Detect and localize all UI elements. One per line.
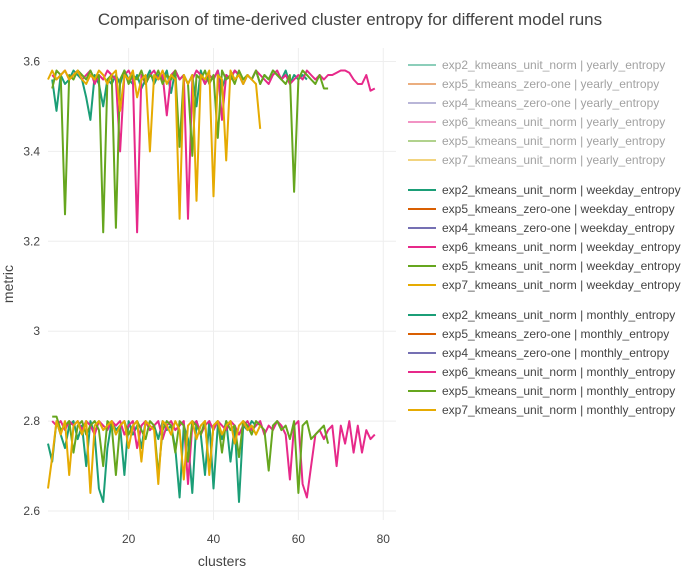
legend[interactable]: exp2_kmeans_unit_norm | yearly_entropyex… [408,58,681,417]
y-tick-label: 3.4 [23,144,40,158]
grid-layer [48,48,396,520]
legend-label: exp5_kmeans_zero-one | yearly_entropy [442,77,659,91]
legend-item[interactable]: exp5_kmeans_zero-one | weekday_entropy [408,202,675,216]
legend-label: exp5_kmeans_unit_norm | yearly_entropy [442,134,665,148]
legend-item[interactable]: exp2_kmeans_unit_norm | yearly_entropy [408,58,665,72]
legend-label: exp2_kmeans_unit_norm | yearly_entropy [442,58,665,72]
legend-item[interactable]: exp6_kmeans_unit_norm | monthly_entropy [408,365,675,379]
legend-label: exp5_kmeans_zero-one | monthly_entropy [442,327,669,341]
y-tick-label: 2.6 [23,504,40,518]
legend-item[interactable]: exp5_kmeans_unit_norm | monthly_entropy [408,384,675,398]
legend-item[interactable]: exp7_kmeans_unit_norm | yearly_entropy [408,153,665,167]
y-tick-label: 3 [33,324,40,338]
legend-label: exp7_kmeans_unit_norm | monthly_entropy [442,403,675,417]
series-line[interactable] [47,69,262,220]
x-tick-label: 60 [292,532,306,546]
legend-label: exp4_kmeans_zero-one | yearly_entropy [442,96,659,110]
legend-label: exp7_kmeans_unit_norm | yearly_entropy [442,153,665,167]
legend-item[interactable]: exp6_kmeans_unit_norm | weekday_entropy [408,240,681,254]
series-line[interactable] [51,69,329,234]
legend-item[interactable]: exp4_kmeans_zero-one | yearly_entropy [408,96,659,110]
legend-item[interactable]: exp5_kmeans_zero-one | monthly_entropy [408,327,669,341]
legend-item[interactable]: exp4_kmeans_zero-one | monthly_entropy [408,346,669,360]
x-tick-label: 40 [207,532,221,546]
legend-item[interactable]: exp7_kmeans_unit_norm | weekday_entropy [408,278,681,292]
x-tick-label: 20 [122,532,136,546]
legend-label: exp6_kmeans_unit_norm | monthly_entropy [442,365,675,379]
legend-label: exp5_kmeans_unit_norm | weekday_entropy [442,259,681,273]
chart-title: Comparison of time-derived cluster entro… [98,10,602,29]
legend-label: exp5_kmeans_unit_norm | monthly_entropy [442,384,675,398]
legend-item[interactable]: exp4_kmeans_zero-one | weekday_entropy [408,221,675,235]
axis-layer: 2.6 2.8 3 3.2 3.4 3.6 20 40 60 80 [23,54,390,546]
y-tick-label: 3.2 [23,234,40,248]
y-axis-title: metric [0,265,16,303]
series-layer [47,69,376,503]
legend-item[interactable]: exp2_kmeans_unit_norm | weekday_entropy [408,183,681,197]
legend-item[interactable]: exp2_kmeans_unit_norm | monthly_entropy [408,308,675,322]
legend-label: exp4_kmeans_zero-one | weekday_entropy [442,221,675,235]
y-tick-label: 2.8 [23,414,40,428]
legend-label: exp6_kmeans_unit_norm | yearly_entropy [442,115,665,129]
x-axis-title: clusters [198,553,246,569]
x-tick-label: 80 [377,532,391,546]
legend-label: exp2_kmeans_unit_norm | monthly_entropy [442,308,675,322]
legend-label: exp5_kmeans_zero-one | weekday_entropy [442,202,675,216]
legend-label: exp7_kmeans_unit_norm | weekday_entropy [442,278,681,292]
legend-label: exp2_kmeans_unit_norm | weekday_entropy [442,183,681,197]
legend-item[interactable]: exp5_kmeans_zero-one | yearly_entropy [408,77,659,91]
series-line[interactable] [47,420,262,494]
legend-label: exp4_kmeans_zero-one | monthly_entropy [442,346,669,360]
legend-item[interactable]: exp7_kmeans_unit_norm | monthly_entropy [408,403,675,417]
legend-item[interactable]: exp6_kmeans_unit_norm | yearly_entropy [408,115,665,129]
series-line[interactable] [52,415,330,494]
legend-item[interactable]: exp5_kmeans_unit_norm | weekday_entropy [408,259,681,273]
y-tick-label: 3.6 [23,54,40,68]
legend-item[interactable]: exp5_kmeans_unit_norm | yearly_entropy [408,134,665,148]
legend-label: exp6_kmeans_unit_norm | weekday_entropy [442,240,681,254]
